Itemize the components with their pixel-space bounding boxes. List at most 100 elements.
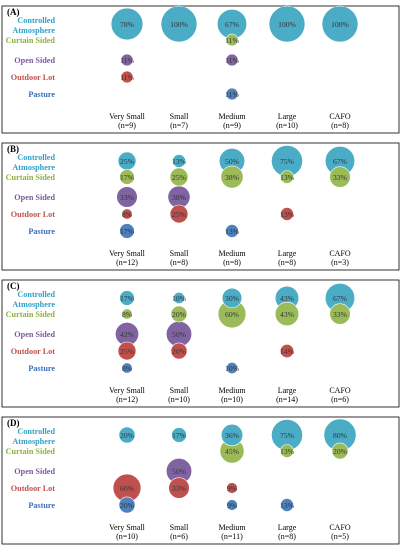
panel-label: (A) bbox=[7, 7, 20, 17]
bubble bbox=[280, 498, 294, 512]
bubble bbox=[321, 5, 359, 43]
row-label: Atmosphere bbox=[12, 163, 55, 172]
sample-size-label: (n=10) bbox=[116, 532, 138, 541]
bubble-value-label: 33% bbox=[172, 484, 187, 493]
bubble-value-label: 80% bbox=[333, 431, 348, 440]
bubble bbox=[279, 343, 295, 359]
bubble bbox=[225, 53, 239, 67]
bubble bbox=[121, 308, 133, 320]
bubble bbox=[118, 426, 136, 444]
bubble bbox=[120, 70, 134, 84]
bubble bbox=[225, 87, 239, 101]
bubble bbox=[226, 499, 238, 511]
row-label: Outdoor Lot bbox=[11, 210, 55, 219]
bubble bbox=[160, 5, 198, 43]
panel-label: (B) bbox=[7, 144, 19, 154]
sample-size-label: (n=9) bbox=[223, 121, 241, 130]
bubble-value-label: 13% bbox=[280, 501, 295, 510]
bubble bbox=[220, 165, 244, 189]
sample-size-label: (n=10) bbox=[221, 395, 243, 404]
sample-size-label: (n=12) bbox=[116, 258, 138, 267]
bubble-value-label: 67% bbox=[333, 157, 348, 166]
bubble-value-label: 100% bbox=[331, 20, 349, 29]
panel-frame bbox=[1, 142, 400, 271]
sample-size-label: (n=9) bbox=[118, 121, 136, 130]
bubble-value-label: 20% bbox=[172, 347, 187, 356]
bubble bbox=[280, 207, 294, 221]
sample-size-label: (n=5) bbox=[331, 532, 349, 541]
category-label: Large bbox=[278, 249, 297, 258]
sample-size-label: (n=14) bbox=[276, 395, 298, 404]
bubble-value-label: 75% bbox=[280, 157, 295, 166]
bubble-value-label: 33% bbox=[333, 310, 348, 319]
bubble-value-label: 25% bbox=[120, 347, 135, 356]
row-label: Curtain Sided bbox=[6, 173, 56, 182]
bubble bbox=[118, 496, 136, 514]
bubble-value-label: 30% bbox=[225, 294, 240, 303]
category-label: Large bbox=[278, 523, 297, 532]
bubble bbox=[225, 224, 239, 238]
bubble-value-label: 36% bbox=[225, 431, 240, 440]
bubble-value-label: 9% bbox=[227, 501, 238, 510]
bubble-value-label: 25% bbox=[172, 210, 187, 219]
category-label: CAFO bbox=[329, 249, 351, 258]
bubble-value-label: 8% bbox=[122, 364, 133, 373]
bubble bbox=[121, 208, 133, 220]
row-label: Atmosphere bbox=[12, 300, 55, 309]
sample-size-label: (n=8) bbox=[223, 258, 241, 267]
category-label: Small bbox=[170, 249, 189, 258]
bubble-value-label: 50% bbox=[225, 157, 240, 166]
bubble-value-label: 17% bbox=[120, 294, 135, 303]
sample-size-label: (n=7) bbox=[170, 121, 188, 130]
row-label: Pasture bbox=[28, 501, 55, 510]
bubble-value-label: 50% bbox=[172, 467, 187, 476]
bubble-value-label: 17% bbox=[172, 431, 187, 440]
bubble-value-label: 11% bbox=[120, 73, 134, 82]
row-label: Curtain Sided bbox=[6, 447, 56, 456]
bubble bbox=[226, 482, 238, 494]
bubble-value-label: 100% bbox=[170, 20, 188, 29]
category-label: Small bbox=[170, 523, 189, 532]
category-label: Large bbox=[278, 386, 297, 395]
bubble bbox=[116, 186, 138, 208]
bubble-value-label: 10% bbox=[225, 364, 240, 373]
row-label: Open Sided bbox=[14, 467, 55, 476]
bubble bbox=[329, 166, 351, 188]
bubble-value-label: 11% bbox=[225, 90, 239, 99]
bubble-value-label: 8% bbox=[122, 210, 133, 219]
bubble bbox=[225, 33, 239, 47]
bubble bbox=[119, 223, 135, 239]
bubble-value-label: 17% bbox=[120, 227, 135, 236]
bubble-value-label: 45% bbox=[225, 447, 240, 456]
category-label: Large bbox=[278, 112, 297, 121]
category-label: Small bbox=[170, 386, 189, 395]
row-label: Outdoor Lot bbox=[11, 73, 55, 82]
bubble-value-label: 9% bbox=[227, 484, 238, 493]
bubble-value-label: 43% bbox=[280, 310, 295, 319]
row-label: Curtain Sided bbox=[6, 310, 56, 319]
bubble bbox=[331, 442, 349, 460]
bubble bbox=[172, 154, 186, 168]
bubble-value-label: 13% bbox=[280, 447, 295, 456]
bubble bbox=[274, 301, 300, 327]
bubble bbox=[119, 290, 135, 306]
bubble bbox=[173, 292, 185, 304]
row-label: Controlled bbox=[17, 290, 55, 299]
bubble-value-label: 20% bbox=[172, 310, 187, 319]
bubble bbox=[280, 170, 294, 184]
row-label: Pasture bbox=[28, 364, 55, 373]
panel-label: (C) bbox=[7, 281, 20, 291]
bubble-value-label: 100% bbox=[278, 20, 296, 29]
bubble bbox=[329, 303, 351, 325]
category-label: Small bbox=[170, 112, 189, 121]
panel-frame bbox=[1, 279, 400, 408]
bubble-value-label: 38% bbox=[225, 173, 240, 182]
bubble-value-label: 67% bbox=[225, 20, 240, 29]
bubble bbox=[226, 362, 238, 374]
bubble-value-label: 20% bbox=[120, 431, 135, 440]
bubble bbox=[171, 427, 187, 443]
category-label: Very Small bbox=[109, 386, 146, 395]
